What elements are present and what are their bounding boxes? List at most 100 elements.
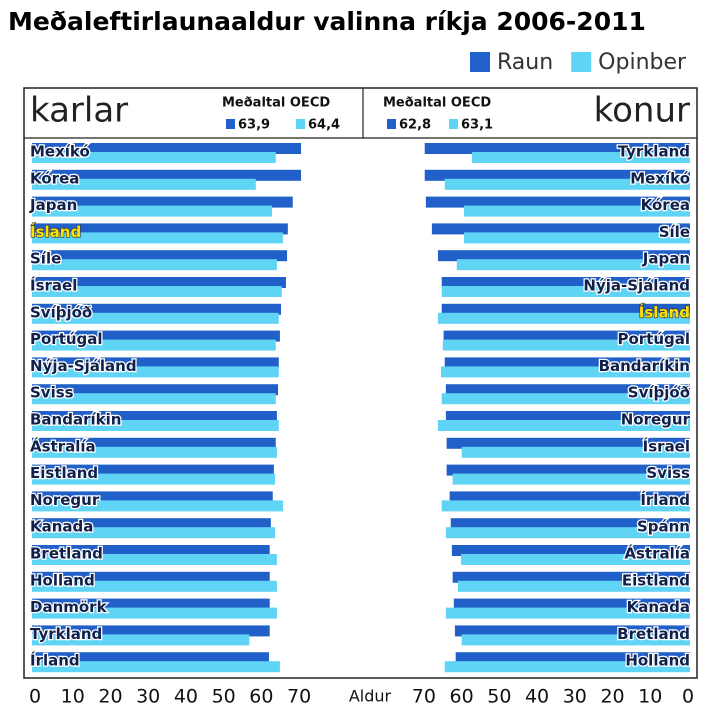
frame: [23, 87, 698, 679]
category-label: Ísland: [30, 222, 81, 241]
bar: [32, 580, 277, 592]
bar: [32, 625, 270, 637]
legend-label: Opinber: [598, 50, 687, 75]
category-label: Portúgal: [30, 330, 103, 348]
bar: [463, 232, 690, 244]
bar: [452, 473, 690, 485]
category-label: Noregur: [621, 411, 691, 429]
bar: [446, 464, 690, 476]
x-tick-label: 0: [29, 686, 41, 708]
bar: [471, 152, 690, 163]
category-label: Ástralía: [30, 436, 96, 455]
bar: [425, 196, 690, 208]
bar: [437, 312, 690, 324]
category-label: Nýja-Sjáland: [30, 357, 137, 375]
category-label: Portúgal: [617, 330, 690, 348]
x-tick-label: 20: [600, 686, 624, 708]
bar: [445, 411, 690, 422]
x-tick-label: 70: [412, 686, 436, 708]
category-label: Síle: [30, 250, 61, 268]
category-label: Svíþjóð: [628, 384, 690, 402]
bar: [32, 232, 283, 244]
category-label: Írland: [30, 651, 80, 670]
category-label: Bandaríkin: [599, 357, 690, 375]
x-tick-label: 30: [563, 686, 587, 708]
bar: [32, 518, 271, 530]
category-label: Ástralía: [624, 544, 690, 563]
bar: [32, 437, 276, 449]
category-label: Eistland: [622, 571, 690, 589]
bar: [461, 634, 690, 646]
category-label: Sviss: [646, 464, 690, 482]
category-label: Noregur: [30, 491, 100, 509]
category-label: Síle: [659, 223, 690, 241]
bar: [440, 366, 690, 378]
bar: [455, 652, 690, 664]
bar: [424, 143, 690, 154]
bar: [32, 259, 277, 271]
bar: [32, 357, 279, 369]
bar: [441, 500, 690, 512]
bar: [441, 286, 690, 297]
bar: [32, 384, 279, 396]
category-label: Spánn: [637, 518, 690, 536]
bar: [32, 196, 293, 208]
bar: [445, 607, 690, 619]
bar: [449, 491, 690, 503]
legend-swatch: [470, 52, 490, 72]
bar: [446, 437, 690, 449]
bar: [32, 598, 270, 610]
category-label: Japan: [29, 196, 77, 214]
bar: [444, 661, 690, 673]
bar: [437, 420, 690, 431]
category-label: Danmörk: [30, 598, 108, 616]
bar: [32, 277, 286, 288]
annotation-value: 63,1: [461, 118, 493, 133]
bar: [32, 446, 277, 458]
bar: [32, 571, 270, 583]
bar: [450, 518, 690, 530]
bar: [32, 286, 282, 297]
bar: [445, 527, 690, 539]
category-label: Bandaríkin: [30, 411, 121, 429]
bar: [32, 143, 302, 154]
annotation-swatch: [449, 119, 458, 129]
x-tick-label: 50: [487, 686, 511, 708]
bar: [453, 598, 690, 610]
bar: [32, 178, 256, 190]
bar: [32, 464, 274, 476]
bar: [451, 545, 690, 556]
bar: [461, 446, 690, 458]
x-axis-label: Aldur: [349, 687, 392, 706]
bar: [32, 554, 277, 565]
bar: [441, 303, 690, 315]
bar: [32, 169, 302, 181]
x-tick-label: 10: [638, 686, 662, 708]
x-tick-label: 0: [682, 686, 694, 708]
annotation-swatch: [296, 119, 305, 129]
bar: [441, 277, 690, 288]
category-label: Eistland: [30, 464, 98, 482]
category-label: Kanada: [30, 518, 93, 536]
panel-label: karlar: [30, 91, 128, 131]
bar: [32, 527, 276, 539]
bar: [32, 545, 270, 556]
category-label: Japan: [642, 250, 690, 268]
category-label: Kanada: [627, 598, 690, 616]
category-label: Nýja-Sjáland: [583, 277, 690, 295]
bar: [32, 250, 288, 262]
category-label: Sviss: [30, 384, 74, 402]
x-tick-label: 50: [212, 686, 236, 708]
annotation-value: 62,8: [399, 118, 431, 133]
bar: [32, 330, 280, 342]
bar: [444, 178, 690, 190]
x-tick-label: 60: [450, 686, 474, 708]
bar: [32, 661, 280, 673]
bar: [32, 473, 276, 485]
bar: [32, 411, 277, 422]
category-label: Holland: [30, 571, 95, 589]
x-tick-label: 20: [98, 686, 122, 708]
category-label: Ísrael: [30, 276, 77, 295]
x-tick-label: 30: [136, 686, 160, 708]
